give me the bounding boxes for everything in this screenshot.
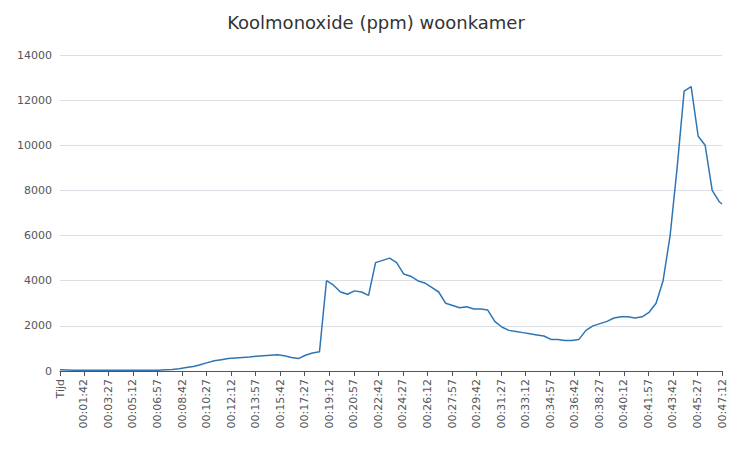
svg-text:00:26:12: 00:26:12: [421, 379, 434, 428]
svg-text:00:33:12: 00:33:12: [519, 379, 532, 428]
svg-text:00:34:57: 00:34:57: [544, 379, 557, 428]
svg-text:00:06:57: 00:06:57: [151, 379, 164, 428]
svg-text:00:27:57: 00:27:57: [446, 379, 459, 428]
svg-text:Tijd: Tijd: [54, 379, 67, 399]
svg-text:6000: 6000: [24, 229, 52, 242]
svg-text:00:38:27: 00:38:27: [593, 379, 606, 428]
svg-text:00:24:27: 00:24:27: [396, 379, 409, 428]
svg-text:00:08:42: 00:08:42: [176, 379, 189, 428]
svg-text:12000: 12000: [17, 94, 52, 107]
svg-text:00:15:42: 00:15:42: [274, 379, 287, 428]
svg-text:00:20:57: 00:20:57: [347, 379, 360, 428]
svg-text:8000: 8000: [24, 184, 52, 197]
svg-text:00:19:12: 00:19:12: [323, 379, 336, 428]
svg-text:14000: 14000: [17, 49, 52, 62]
svg-text:00:31:27: 00:31:27: [495, 379, 508, 428]
svg-text:00:22:42: 00:22:42: [372, 379, 385, 428]
svg-text:00:10:27: 00:10:27: [200, 379, 213, 428]
svg-text:00:05:12: 00:05:12: [126, 379, 139, 428]
svg-text:00:45:27: 00:45:27: [691, 379, 704, 428]
svg-text:00:41:57: 00:41:57: [642, 379, 655, 428]
svg-text:00:40:12: 00:40:12: [617, 379, 630, 428]
svg-text:2000: 2000: [24, 319, 52, 332]
svg-text:00:13:57: 00:13:57: [249, 379, 262, 428]
svg-text:00:01:42: 00:01:42: [77, 379, 90, 428]
svg-text:Koolmonoxide (ppm) woonkamer: Koolmonoxide (ppm) woonkamer: [227, 12, 525, 33]
svg-text:0: 0: [45, 365, 52, 378]
svg-text:00:36:42: 00:36:42: [568, 379, 581, 428]
svg-text:00:47:12: 00:47:12: [716, 379, 729, 428]
svg-text:10000: 10000: [17, 139, 52, 152]
svg-text:00:12:12: 00:12:12: [225, 379, 238, 428]
svg-text:00:03:27: 00:03:27: [102, 379, 115, 428]
svg-text:00:17:27: 00:17:27: [298, 379, 311, 428]
svg-text:4000: 4000: [24, 274, 52, 287]
svg-text:00:43:42: 00:43:42: [666, 379, 679, 428]
svg-text:00:29:42: 00:29:42: [470, 379, 483, 428]
